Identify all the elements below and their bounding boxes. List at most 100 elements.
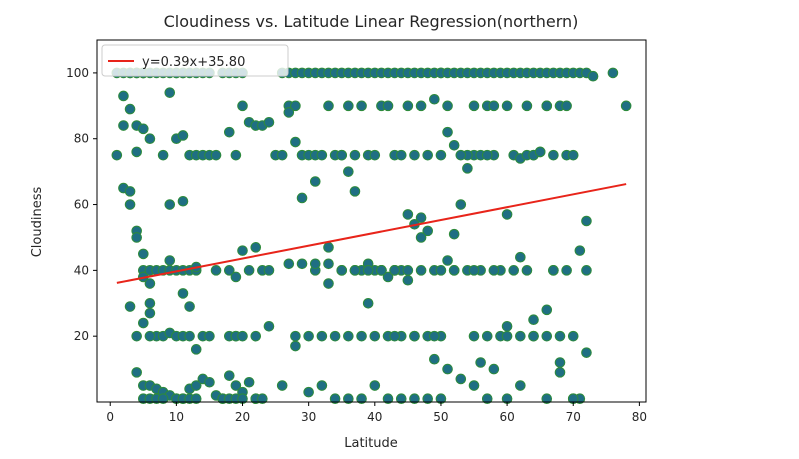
scatter-point — [177, 130, 189, 141]
scatter-point — [118, 90, 129, 102]
scatter-point — [429, 353, 440, 365]
scatter-point — [567, 149, 579, 161]
y-tick-label: 20 — [74, 329, 89, 343]
scatter-point — [343, 393, 354, 405]
scatter-point — [263, 321, 275, 332]
scatter-point — [309, 258, 321, 270]
scatter-point — [468, 100, 480, 112]
scatter-point — [402, 274, 414, 286]
scatter-point — [567, 330, 579, 342]
scatter-point — [111, 149, 123, 161]
scatter-point — [508, 265, 520, 276]
y-axis-ticks: 20 40 60 80 100 — [66, 66, 97, 343]
scatter-point — [283, 107, 295, 118]
scatter-point — [587, 70, 599, 82]
scatter-point — [409, 149, 420, 161]
scatter-point — [402, 265, 414, 276]
scatter-point — [548, 149, 559, 161]
x-tick-label: 60 — [499, 410, 514, 424]
scatter-point — [323, 242, 334, 253]
scatter-point — [336, 265, 348, 276]
scatter-point — [422, 149, 434, 161]
scatter-point — [554, 357, 566, 368]
scatter-point — [369, 330, 381, 342]
scatter-point — [541, 393, 553, 405]
scatter-point — [455, 149, 467, 161]
scatter-point — [422, 393, 434, 405]
y-tick-label: 100 — [66, 66, 89, 80]
scatter-point — [230, 380, 242, 391]
scatter-point — [382, 100, 394, 112]
scatter-point — [462, 163, 473, 174]
scatter-point — [316, 149, 328, 161]
scatter-point — [468, 265, 480, 276]
x-axis-ticks: 0 10 20 30 40 50 60 70 80 — [106, 402, 647, 424]
scatter-point — [263, 265, 275, 276]
scatter-point — [157, 149, 169, 161]
scatter-point — [144, 330, 156, 342]
scatter-point — [237, 100, 248, 112]
scatter-point — [263, 116, 275, 128]
scatter-point — [349, 265, 361, 276]
scatter-point — [131, 330, 142, 342]
scatter-point — [435, 149, 447, 161]
scatter-point — [488, 363, 500, 375]
scatter-point — [501, 321, 513, 332]
scatter-point — [548, 265, 559, 276]
scatter-point — [184, 330, 195, 342]
scatter-point — [138, 123, 149, 135]
x-tick-label: 80 — [632, 410, 647, 424]
scatter-point — [124, 199, 136, 210]
scatter-point — [323, 100, 334, 112]
scatter-point — [243, 265, 255, 276]
scatter-point — [362, 297, 374, 309]
legend-label: y=0.39x+35.80 — [142, 55, 245, 70]
y-axis-label: Cloudiness — [30, 187, 45, 258]
scatter-point — [415, 212, 427, 224]
scatter-point — [329, 393, 341, 405]
scatter-point — [296, 192, 308, 204]
scatter-point — [448, 228, 460, 240]
scatter-point — [144, 307, 156, 319]
scatter-point — [290, 330, 301, 342]
scatter-point — [356, 330, 367, 342]
scatter-point — [343, 166, 354, 177]
scatter-point — [131, 367, 142, 378]
scatter-point — [561, 265, 572, 276]
scatter-point — [124, 103, 136, 115]
scatter-point — [237, 245, 248, 256]
scatter-point — [581, 265, 592, 276]
scatter-point — [442, 255, 453, 266]
scatter-point — [144, 278, 156, 289]
scatter-point — [488, 265, 500, 276]
scatter-point — [554, 367, 566, 378]
scatter-point — [164, 199, 176, 210]
scatter-point — [429, 330, 440, 342]
scatter-point — [124, 301, 136, 312]
scatter-point — [442, 363, 453, 375]
scatter-point — [515, 380, 526, 391]
scatter-point — [177, 288, 189, 299]
scatter-point — [138, 317, 149, 329]
scatter-point — [402, 209, 414, 220]
scatter-point — [356, 100, 367, 112]
scatter-point — [468, 330, 480, 342]
scatter-point — [415, 100, 427, 112]
scatter-point — [415, 265, 427, 276]
scatter-point — [415, 232, 427, 243]
scatter-point — [118, 120, 129, 131]
scatter-point — [184, 301, 195, 312]
scatter-point — [309, 176, 321, 187]
scatter-point — [190, 344, 202, 355]
scatter-point — [475, 357, 486, 368]
scatter-point — [501, 330, 513, 342]
scatter-point — [574, 245, 586, 256]
legend-box — [101, 44, 289, 77]
x-tick-label: 10 — [169, 410, 184, 424]
chart-title: Cloudiness vs. Latitude Linear Regressio… — [164, 12, 579, 31]
scatter-point — [362, 265, 374, 276]
scatter-point — [515, 330, 526, 342]
scatter-point — [237, 330, 248, 342]
scatter-point — [323, 258, 334, 270]
